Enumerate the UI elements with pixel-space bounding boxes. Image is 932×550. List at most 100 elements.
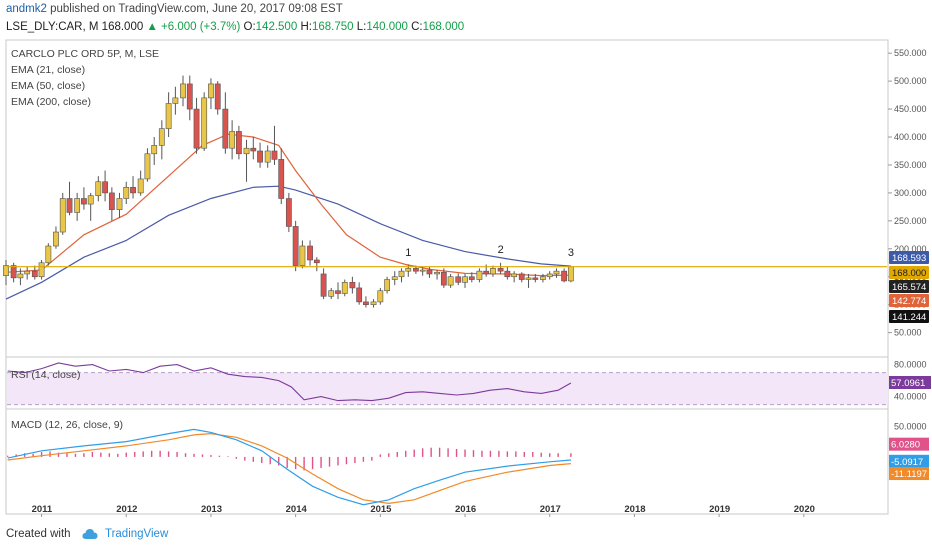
candle-body-60 [426,269,433,275]
macd-badge-text-2: -11.1197 [891,469,927,480]
candle-body-78 [553,270,560,275]
legend-macd: MACD (12, 26, close, 9) [11,419,123,431]
candle-body-64 [455,276,462,283]
candle-body-75 [532,277,539,280]
candle-body-76 [540,276,546,280]
candle-body-74 [525,277,532,280]
x-tick-label-5: 2016 [455,504,476,515]
candle-body-73 [518,273,525,280]
close-value: 168.000 [422,21,465,33]
y-ticks-group: 50.000100.000150.000200.000250.000300.00… [888,48,927,431]
price-badge-bg-3 [889,294,929,307]
price-tick-label-3: 200.000 [894,244,927,254]
candle-body-11 [81,198,87,205]
rsi-line [7,362,572,402]
candle-body-80 [567,266,574,282]
candle-body-15 [108,192,115,210]
last-price: 168.000 [101,21,144,33]
candle-body-9 [66,198,73,213]
candle-body-52 [370,301,377,305]
rsi-group [7,362,572,402]
candle-body-7 [53,231,59,247]
candle-body-5 [38,262,45,278]
candle-body-36 [257,150,263,163]
candle-body-57 [405,268,412,272]
change-value: ▲ +6.000 (+3.7%) [146,21,241,33]
candle-body-25 [180,83,186,99]
candle-body-30 [214,83,221,110]
price-tick-label-5: 300.000 [894,188,927,198]
candle-body-13 [95,181,102,197]
candle-body-20 [144,153,151,180]
close-label: C: [411,21,423,33]
annotation-1: 1 [405,247,411,259]
candle-body-3 [24,270,31,275]
x-tick-label-0: 2011 [32,504,53,515]
candle-body-37 [264,150,271,163]
candle-body-67 [476,270,483,280]
candle-body-31 [222,108,229,149]
candle-body-45 [320,273,327,297]
x-tick-label-6: 2017 [540,504,561,515]
legend-rsi: RSI (14, close) [11,369,80,381]
price-badge-bg-1 [889,266,929,279]
publish-text: published on TradingView.com, June 20, 2… [50,3,343,15]
rsi-band-group [7,372,888,406]
x-tick-label-8: 2019 [709,504,730,515]
legend-ema21: EMA (21, close) [11,64,85,76]
candle-body-33 [235,131,242,155]
candle-body-18 [130,187,136,194]
candle-body-69 [490,268,496,275]
x-tick-label-2: 2013 [201,504,222,515]
macd-signal-line [7,432,571,505]
price-badge-text-3: 142.774 [892,296,926,307]
x-tick-label-7: 2018 [624,504,645,515]
price-tick-label-9: 500.000 [894,76,927,86]
price-badge-text-4: 141.244 [892,312,926,323]
legend-ema200: EMA (200, close) [11,96,91,108]
x-tick-label-9: 2020 [794,504,815,515]
rsi-badge-text: 57.0961 [891,378,925,389]
x-tick-label-3: 2014 [286,504,308,515]
candle-body-29 [208,83,214,99]
tradingview-cloud-icon [82,528,98,543]
candle-body-63 [447,276,454,286]
macd-badge-bg-1 [889,454,929,468]
tradingview-link[interactable]: TradingView [104,528,169,540]
legend-title: CARCLO PLC ORD 5P, M, LSE [11,48,159,60]
candle-body-53 [377,290,384,303]
author-link[interactable]: andmk2 [6,3,47,15]
candle-body-38 [271,150,278,160]
candle-body-42 [299,245,306,266]
candle-body-19 [137,178,144,194]
candle-body-56 [398,270,405,278]
low-label: L: [356,21,367,33]
candle-body-65 [462,276,468,283]
candle-body-41 [292,226,299,266]
candle-body-61 [434,271,440,275]
price-badge-text-0: 168.593 [892,253,926,264]
ohlc-bar: LSE_DLY:CAR, M 168.000 ▲ +6.000 (+3.7%) … [6,21,464,33]
footer: Created with TradingView [6,528,168,543]
macd-line [7,428,571,506]
rsi-band [7,372,888,405]
price-tick-label-7: 400.000 [894,132,927,142]
candle-body-59 [419,269,426,272]
macd-tick-label-0: 50.0000 [894,421,927,431]
x-tick-label-1: 2012 [116,504,137,515]
candle-body-58 [412,268,419,272]
ema21-line [5,133,571,277]
price-badges-group: 168.593 168.000 165.574 142.774 141.244 57.09… [889,251,931,481]
candle-body-34 [243,147,250,155]
candle-body-26 [186,83,193,110]
candle-body-54 [384,279,391,292]
open-value: 142.500 [255,21,298,33]
price-tick-label-4: 250.000 [894,216,927,226]
x-ticks-group: 2011 2012 2013 2014 2015 2016 2017 2018 2019 2020 [32,504,815,517]
candle-body-14 [102,181,108,194]
candle-body-68 [483,270,490,275]
candle-body-72 [511,273,518,278]
symbol-label: LSE_DLY:CAR, M [6,21,99,33]
chart-canvas[interactable]: 50.000100.000150.000200.000250.000300.00… [0,0,932,528]
candle-body-8 [59,198,66,233]
